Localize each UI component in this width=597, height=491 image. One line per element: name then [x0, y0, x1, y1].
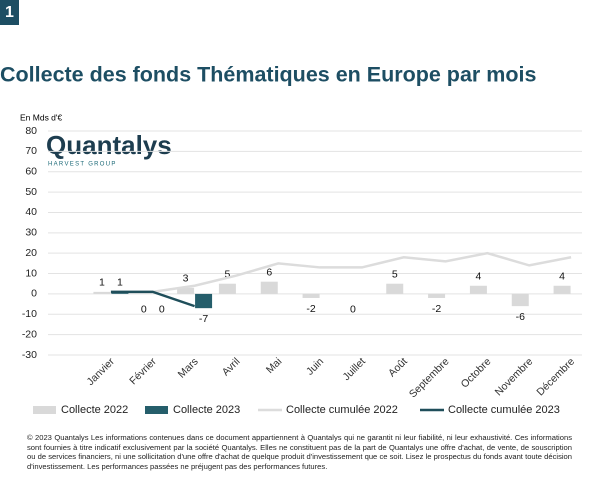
bar — [177, 287, 195, 294]
bar — [553, 285, 571, 294]
bar — [469, 285, 487, 294]
y-tick-label: 20 — [25, 247, 37, 259]
bar — [428, 293, 446, 298]
y-tick-label: 40 — [25, 206, 37, 218]
bar — [386, 283, 404, 294]
legend-label: Collecte 2022 — [61, 404, 128, 416]
legend-label: Collecte cumulée 2023 — [448, 404, 560, 416]
x-tick-label: Février — [127, 355, 159, 387]
value-label: 5 — [224, 269, 230, 281]
x-tick-label: Juin — [304, 355, 326, 377]
y-tick-label: 50 — [25, 186, 37, 198]
logo-name: Quantalys — [46, 130, 172, 160]
value-label: 0 — [159, 304, 165, 316]
bar — [260, 281, 278, 294]
legend-swatch — [33, 406, 56, 414]
bar — [195, 293, 213, 309]
x-tick-label: Mars — [176, 356, 201, 381]
badge: 1 — [0, 0, 19, 25]
line — [110, 290, 195, 308]
bar — [93, 291, 111, 294]
value-label: -2 — [432, 303, 441, 315]
value-label: -2 — [306, 303, 315, 315]
y-tick-label: -10 — [22, 308, 37, 320]
value-label: 1 — [99, 277, 105, 289]
value-label: 5 — [392, 269, 398, 281]
legend-label: Collecte cumulée 2022 — [286, 404, 398, 416]
chart-title: Collecte des fonds Thématiques en Europe… — [0, 63, 536, 87]
disclaimer: © 2023 Quantalys Les informations conten… — [27, 433, 572, 471]
y-tick-label: 70 — [25, 145, 37, 157]
y-tick-label: 60 — [25, 166, 37, 178]
value-label: 6 — [266, 266, 272, 278]
y-axis-unit: En Mds d'€ — [20, 112, 63, 122]
bar — [302, 293, 320, 298]
value-label: 1 — [117, 277, 123, 289]
bar — [511, 293, 529, 307]
y-tick-label: 30 — [25, 227, 37, 239]
y-tick-label: 10 — [25, 267, 37, 279]
value-label: 4 — [475, 271, 481, 283]
x-tick-label: Mai — [264, 356, 284, 376]
legend-label: Collecte 2023 — [173, 404, 240, 416]
value-label: -6 — [516, 311, 525, 323]
x-tick-label: Janvier — [85, 355, 118, 388]
value-label: -7 — [199, 313, 208, 325]
y-tick-label: 80 — [25, 125, 37, 137]
x-tick-label: Octobre — [459, 355, 494, 390]
value-label: 0 — [350, 304, 356, 316]
y-tick-label: -30 — [22, 349, 37, 361]
line — [110, 251, 572, 294]
value-label: 0 — [141, 304, 147, 316]
value-label: 4 — [559, 271, 565, 283]
logo-tagline: HARVEST GROUP — [48, 162, 117, 168]
x-tick-label: Décembre — [534, 355, 577, 398]
chart: Collecte des fonds Thématiques en Europe… — [0, 63, 582, 416]
bar — [218, 283, 236, 294]
y-tick-label: 0 — [31, 288, 37, 300]
x-tick-label: Septembre — [407, 355, 452, 400]
x-tick-label: Juillet — [341, 356, 369, 384]
x-tick-label: Avril — [220, 356, 243, 379]
legend-swatch — [145, 406, 168, 414]
x-tick-label: Novembre — [493, 355, 536, 398]
y-tick-label: -20 — [22, 328, 37, 340]
value-label: 3 — [183, 273, 189, 285]
x-tick-label: Août — [386, 356, 410, 380]
